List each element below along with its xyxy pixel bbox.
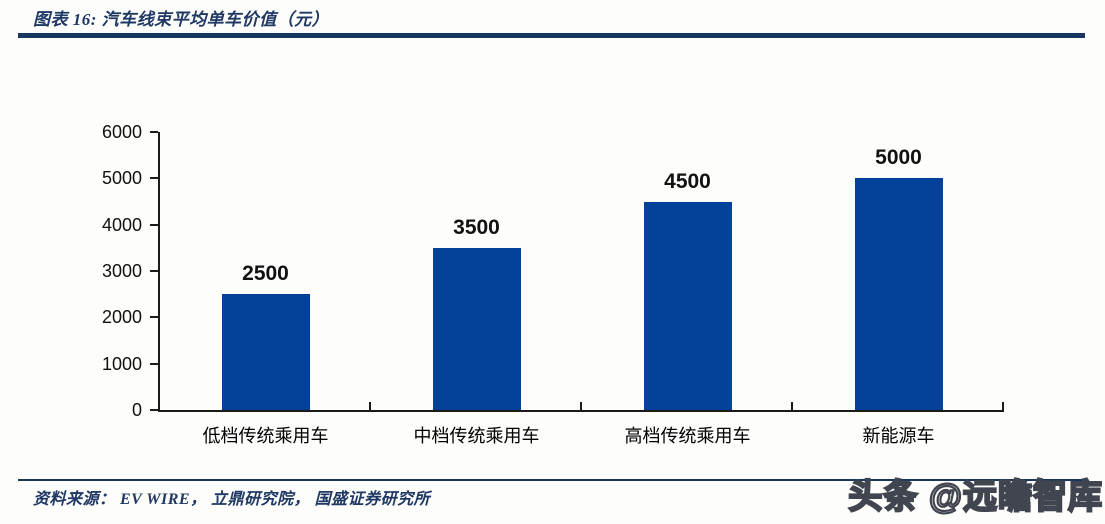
figure-title: 图表 16: 汽车线束平均单车价值（元） [33,10,330,29]
bar-3 [643,201,732,410]
x-category-label: 低档传统乘用车 [202,426,329,446]
y-axis-label: 3000 [101,261,142,281]
x-axis-tick [580,402,582,410]
title-divider [18,33,1085,38]
x-category-label: 中档传统乘用车 [413,426,540,446]
y-axis-label: 2000 [101,307,142,328]
bar-4 [854,178,943,410]
x-category-label: 高档传统乘用车 [624,426,751,446]
y-axis-label: 6000 [101,122,142,142]
y-axis-tick [150,131,158,133]
y-axis-tick [150,409,158,411]
bar-value-label: 2500 [242,262,289,286]
bar-value-label: 5000 [875,146,922,170]
x-category-label: 新能源车 [862,426,935,446]
bar-value-label: 4500 [664,169,711,193]
source-divider [18,479,1085,481]
bar-1 [221,294,310,410]
x-axis-tick [1002,402,1004,410]
plot-area: 0 1000 2000 3000 4000 5000 6000 2500 低档传统乘用车 3500… [102,122,1004,446]
y-axis-tick [150,270,158,272]
y-axis-label: 4000 [101,214,142,235]
x-axis-tick [791,402,793,410]
x-axis-tick [369,402,371,410]
y-axis-label: 0 [131,400,142,420]
y-axis-tick [150,177,158,180]
bar-value-label: 3500 [453,215,500,239]
y-axis-label: 1000 [101,353,142,374]
y-axis-tick [150,316,158,319]
y-axis-tick [150,223,158,226]
y-axis-tick [150,362,158,365]
watermark-toutiao-yuanzhan: 头条 @远瞻智库 [847,477,1103,517]
y-axis-label: 5000 [101,168,142,189]
figure-source: 资料来源： EV WIRE， 立鼎研究院， 国盛证券研究所 [33,491,431,508]
bar-2 [432,247,521,410]
